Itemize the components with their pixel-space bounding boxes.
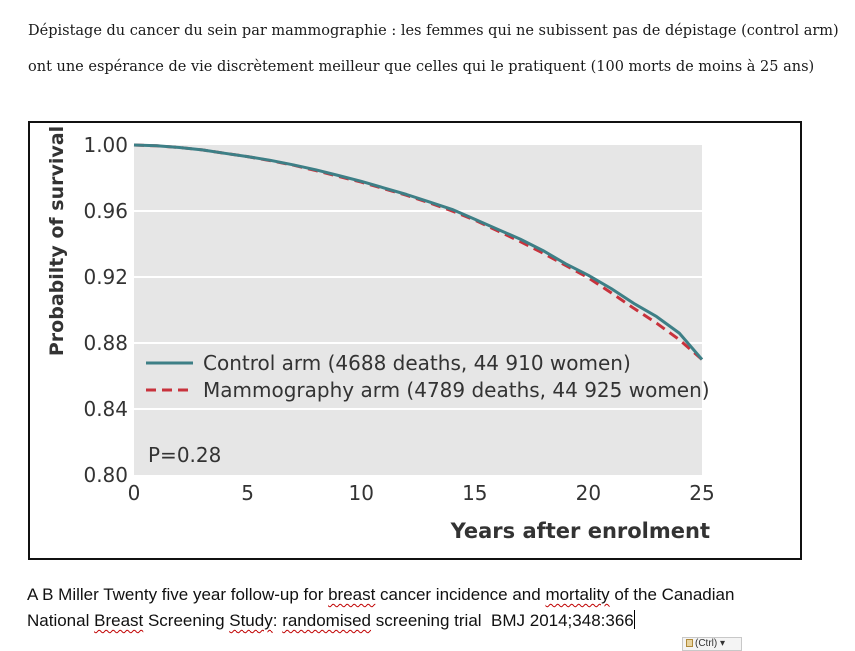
survival-figure: 0.80 0.84 0.88 0.92 0.96 1.00 0 5 10 15 20 25 Years … xyxy=(28,121,802,560)
x-tick-label: 0 xyxy=(128,481,141,505)
intro-line-1: Dépistage du cancer du sein par mammogra… xyxy=(28,23,839,39)
p-value-annotation: P=0.28 xyxy=(148,443,221,467)
text-cursor xyxy=(633,610,635,629)
x-tick-label: 5 xyxy=(241,481,254,505)
y-tick-label: 0.80 xyxy=(83,463,128,487)
y-tick-label: 0.96 xyxy=(83,199,128,223)
legend-label: Mammography arm (4789 deaths, 44 925 wom… xyxy=(203,378,710,402)
plot-background xyxy=(134,145,702,475)
legend-label: Control arm (4688 deaths, 44 910 women) xyxy=(203,351,631,375)
citation-source: BMJ 2014;348:366 xyxy=(491,611,634,630)
y-tick-label: 0.92 xyxy=(83,265,128,289)
y-tick-label: 0.88 xyxy=(83,331,128,355)
x-tick-label: 10 xyxy=(348,481,373,505)
x-axis-label: Years after enrolment xyxy=(450,519,710,543)
y-tick-label: 1.00 xyxy=(83,133,128,157)
y-tick-label: 0.84 xyxy=(83,397,128,421)
y-axis-label: Probabilty of survival xyxy=(46,126,68,356)
citation-line-2: National Breast Screening Study: randomi… xyxy=(27,610,635,630)
clipboard-icon xyxy=(686,639,693,647)
x-tick-label: 25 xyxy=(689,481,714,505)
survival-chart: 0.80 0.84 0.88 0.92 0.96 1.00 0 5 10 15 20 25 Years … xyxy=(46,126,715,543)
intro-line-2: ont une espérance de vie discrètement me… xyxy=(28,59,815,75)
x-tick-label: 15 xyxy=(462,481,487,505)
x-tick-label: 20 xyxy=(576,481,601,505)
control-arm-line xyxy=(133,143,704,361)
citation-line-1: A B Miller Twenty five year follow-up fo… xyxy=(27,585,735,604)
